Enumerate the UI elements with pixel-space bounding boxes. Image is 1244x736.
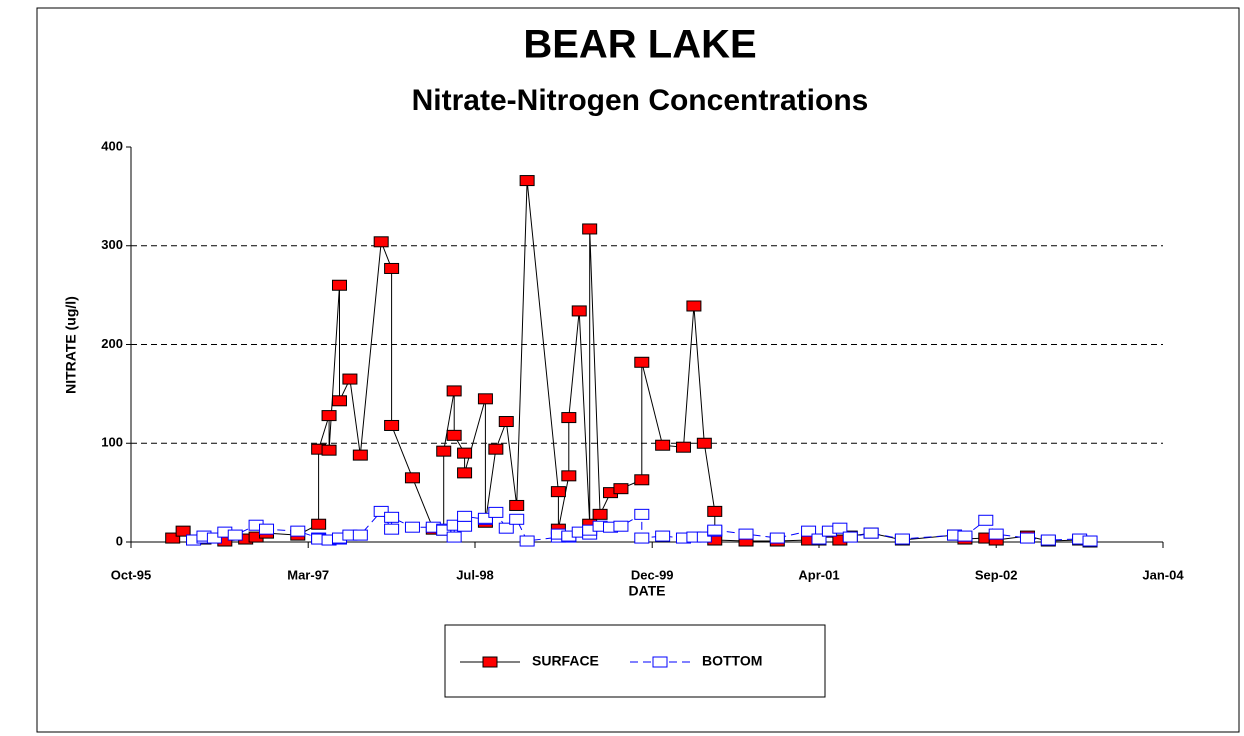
data-point <box>488 506 504 518</box>
data-point <box>1040 534 1056 546</box>
data-point <box>477 512 493 524</box>
data-point <box>811 533 827 545</box>
data-point <box>696 531 712 543</box>
data-point <box>384 523 400 535</box>
data-point <box>1019 532 1035 544</box>
data-point <box>321 444 337 456</box>
x-axis-label: DATE <box>628 583 665 599</box>
data-point <box>436 445 452 457</box>
data-point <box>509 499 525 511</box>
data-point <box>404 472 420 484</box>
data-point <box>1082 535 1098 547</box>
x-tick-label: Oct-95 <box>111 567 151 582</box>
data-point <box>634 474 650 486</box>
data-point <box>206 532 222 544</box>
data-point <box>498 522 514 534</box>
data-point <box>571 305 587 317</box>
data-point <box>477 393 493 405</box>
data-point <box>488 443 504 455</box>
data-point <box>457 447 473 459</box>
data-point <box>613 520 629 532</box>
data-point <box>509 513 525 525</box>
y-tick-label: 200 <box>101 336 123 351</box>
data-point <box>842 531 858 543</box>
data-point <box>384 419 400 431</box>
x-tick-label: Apr-01 <box>798 567 839 582</box>
data-point <box>227 529 243 541</box>
chart-subtitle: Nitrate-Nitrogen Concentrations <box>412 84 869 117</box>
data-point <box>988 528 1004 540</box>
legend-marker <box>482 656 498 668</box>
data-point <box>384 511 400 523</box>
x-tick-label: Dec-99 <box>631 567 674 582</box>
data-point <box>373 236 389 248</box>
x-tick-label: Jul-98 <box>456 567 494 582</box>
data-point <box>446 429 462 441</box>
x-tick-label: Sep-02 <box>975 567 1018 582</box>
y-tick-label: 100 <box>101 435 123 450</box>
data-point <box>311 518 327 530</box>
data-point <box>894 533 910 545</box>
data-point <box>769 532 785 544</box>
data-point <box>592 508 608 520</box>
data-point <box>259 523 275 535</box>
data-point <box>352 529 368 541</box>
data-point <box>457 520 473 532</box>
y-tick-label: 400 <box>101 138 123 153</box>
data-point <box>384 262 400 274</box>
data-point <box>457 510 473 522</box>
legend-label: SURFACE <box>532 653 599 669</box>
data-point <box>498 416 514 428</box>
data-point <box>707 524 723 536</box>
data-point <box>446 385 462 397</box>
data-point <box>634 356 650 368</box>
y-axis-label: NITRATE (ug/l) <box>63 296 79 394</box>
data-point <box>801 525 817 537</box>
data-point <box>634 532 650 544</box>
data-point <box>519 175 535 187</box>
chart-title: BEAR LAKE <box>523 23 756 67</box>
data-point <box>446 531 462 543</box>
data-point <box>561 470 577 482</box>
data-point <box>957 530 973 542</box>
data-point <box>550 486 566 498</box>
data-point <box>352 449 368 461</box>
data-point <box>321 410 337 422</box>
data-point <box>290 525 306 537</box>
data-point <box>519 535 535 547</box>
data-point <box>561 412 577 424</box>
y-tick-label: 0 <box>116 533 123 548</box>
data-point <box>331 395 347 407</box>
data-point <box>738 528 754 540</box>
data-point <box>613 483 629 495</box>
data-point <box>634 508 650 520</box>
data-point <box>978 514 994 526</box>
legend-marker <box>652 656 668 668</box>
data-point <box>832 522 848 534</box>
x-tick-label: Mar-97 <box>287 567 329 582</box>
data-point <box>373 505 389 517</box>
data-point <box>686 300 702 312</box>
data-point <box>165 532 181 544</box>
data-point <box>696 437 712 449</box>
data-point <box>331 279 347 291</box>
legend-label: BOTTOM <box>702 653 762 669</box>
x-tick-label: Jan-04 <box>1142 567 1184 582</box>
data-point <box>582 223 598 235</box>
y-tick-label: 300 <box>101 237 123 252</box>
data-point <box>707 505 723 517</box>
data-point <box>655 439 671 451</box>
data-point <box>863 527 879 539</box>
data-point <box>675 441 691 453</box>
data-point <box>175 525 191 537</box>
data-point <box>404 521 420 533</box>
data-point <box>457 467 473 479</box>
data-point <box>655 530 671 542</box>
data-point <box>342 373 358 385</box>
legend-box <box>444 624 826 698</box>
